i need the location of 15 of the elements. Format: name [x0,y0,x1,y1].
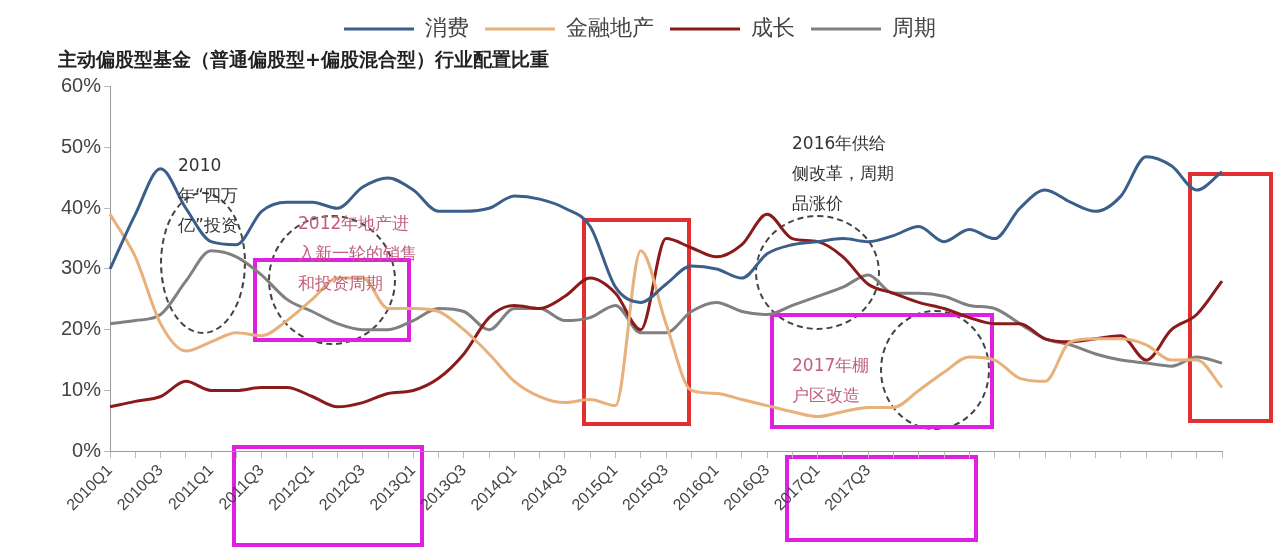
y-tick-label: 0% [72,438,102,461]
annotation: 2016年供给侧改革，周期品涨价 [792,132,895,215]
y-tick-label: 10% [61,377,102,400]
y-tick-label: 60% [61,74,102,97]
y-tick-label: 30% [61,256,102,279]
y-tick-label: 20% [61,317,102,340]
legend-label: 成长 [751,14,795,40]
chart-title: 主动偏股型基金（普通偏股型+偏股混合型）行业配置比重 [57,48,549,71]
y-tick-label: 40% [61,195,102,218]
legend-label: 金融地产 [566,14,654,40]
annotation: 2017年棚户区改造 [792,354,871,407]
y-tick-label: 50% [61,135,102,158]
line-series [108,155,1224,304]
legend-label: 周期 [892,14,936,40]
legend-label: 消费 [425,14,469,40]
